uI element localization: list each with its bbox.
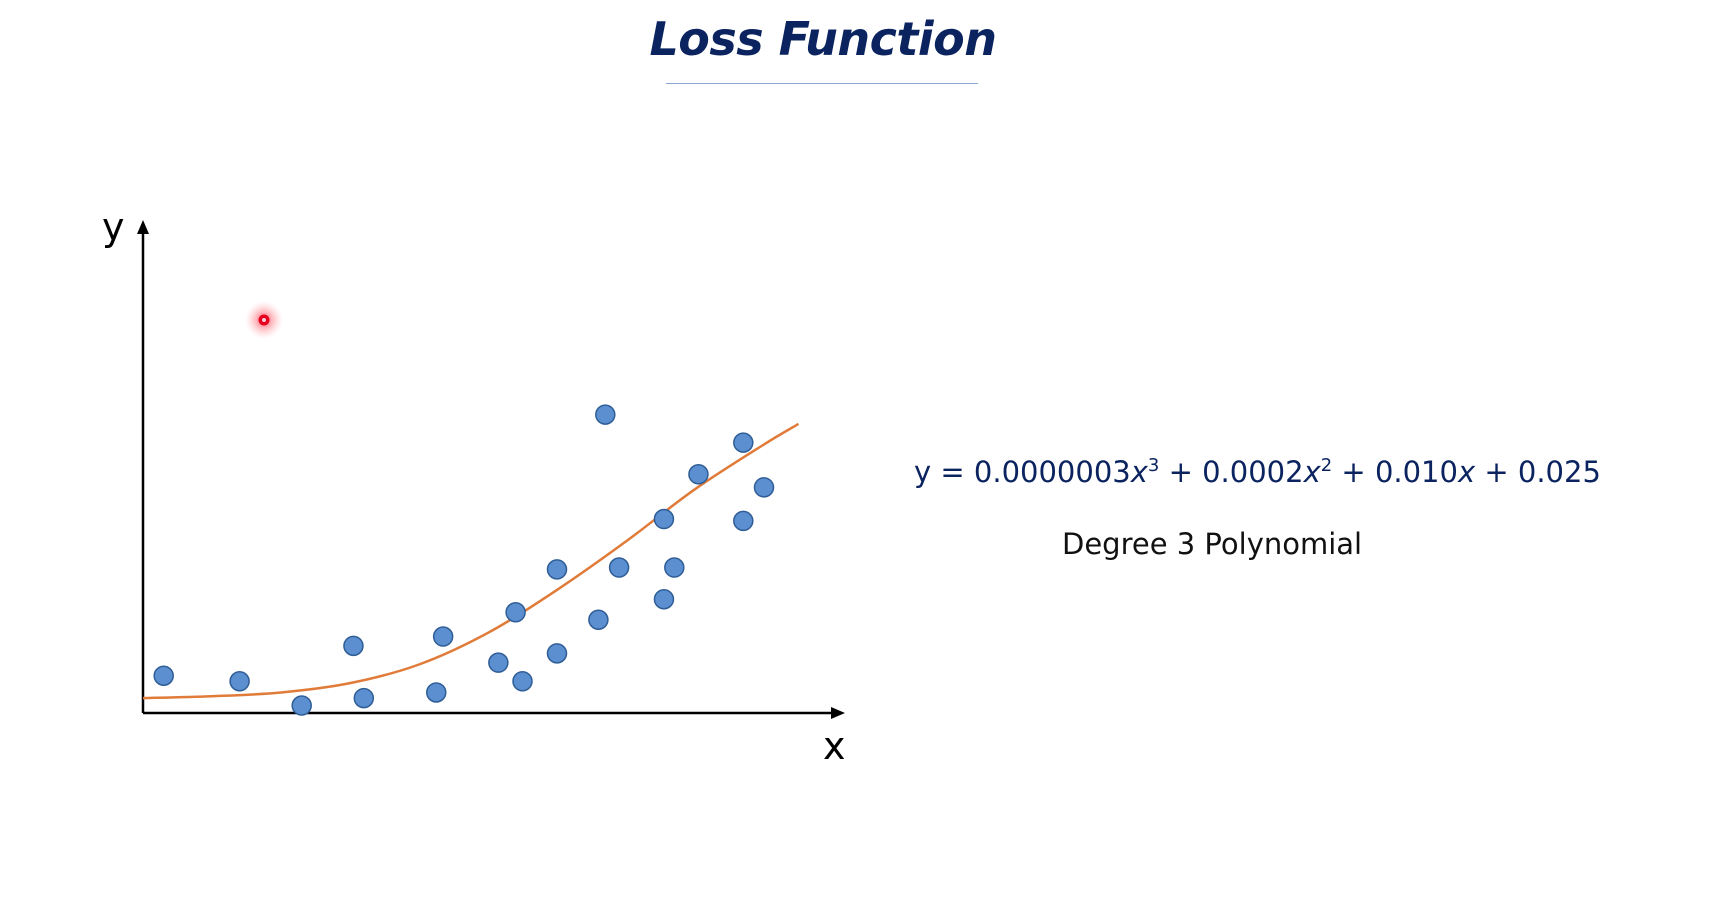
data-point-22 <box>753 477 775 498</box>
data-point-19 <box>688 464 709 485</box>
x-axis-arrow <box>831 707 845 719</box>
data-point-18 <box>664 557 685 578</box>
data-point-8 <box>488 652 509 673</box>
data-point-12 <box>546 559 568 580</box>
data-point-17 <box>653 588 675 610</box>
y-axis-arrow <box>137 220 149 234</box>
data-point-3 <box>291 695 312 716</box>
data-point-15 <box>608 557 630 578</box>
data-point-6 <box>426 682 447 703</box>
fit-curve <box>142 422 800 700</box>
title-underline <box>666 83 978 84</box>
data-point-4 <box>353 687 375 709</box>
data-point-11 <box>546 643 568 664</box>
cursor-marker <box>245 301 283 339</box>
data-point-5 <box>343 635 364 657</box>
data-point-1 <box>153 665 174 686</box>
data-point-16 <box>653 508 675 530</box>
data-point-13 <box>588 609 609 630</box>
data-point-2 <box>229 671 250 692</box>
polynomial-equation: y = 0.0000003x3 + 0.0002x2 + 0.010x + 0.… <box>914 455 1601 489</box>
data-point-20 <box>733 432 754 453</box>
data-point-21 <box>733 510 754 532</box>
slide-title: Loss Function <box>649 12 997 66</box>
data-point-7 <box>432 626 454 647</box>
data-point-14 <box>595 404 616 425</box>
data-points <box>153 404 775 716</box>
x-axis-label: x <box>823 724 846 768</box>
degree-label: Degree 3 Polynomial <box>1062 527 1363 561</box>
data-point-10 <box>512 671 533 692</box>
y-axis-label: y <box>102 205 125 249</box>
data-point-9 <box>505 602 526 623</box>
